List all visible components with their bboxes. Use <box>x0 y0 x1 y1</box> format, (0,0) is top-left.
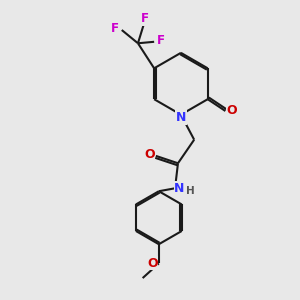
Text: O: O <box>147 257 158 270</box>
Text: O: O <box>226 104 237 118</box>
Text: F: F <box>111 22 119 35</box>
Text: H: H <box>186 186 195 196</box>
Text: F: F <box>140 12 148 25</box>
Text: N: N <box>174 182 184 195</box>
Text: F: F <box>157 34 165 47</box>
Text: O: O <box>144 148 155 161</box>
Text: N: N <box>176 111 186 124</box>
